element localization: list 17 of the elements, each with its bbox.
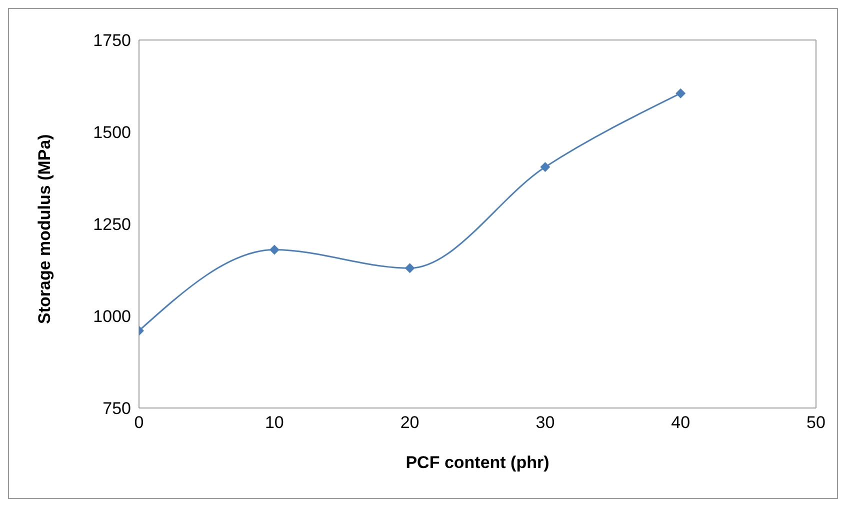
y-tick-label: 1000: [93, 307, 131, 326]
y-axis-title: Storage modulus (MPa): [35, 134, 54, 324]
point: [540, 162, 550, 172]
y-tick-label: 1250: [93, 215, 131, 234]
x-tick-label: 40: [671, 413, 690, 432]
point: [676, 88, 686, 98]
x-tick-label: 0: [134, 413, 144, 432]
x-tick-label: 20: [400, 413, 420, 432]
y-tick-label: 1750: [93, 31, 131, 50]
y-tick-label: 1500: [93, 123, 131, 142]
point: [404, 263, 415, 274]
x-tick-label: 10: [264, 413, 284, 432]
x-tick-label: 30: [536, 413, 555, 432]
y-tick-label: 750: [102, 399, 131, 418]
x-tick-label: 50: [806, 413, 826, 432]
x-axis-title: PCF content (phr): [406, 453, 550, 472]
point: [269, 244, 280, 255]
